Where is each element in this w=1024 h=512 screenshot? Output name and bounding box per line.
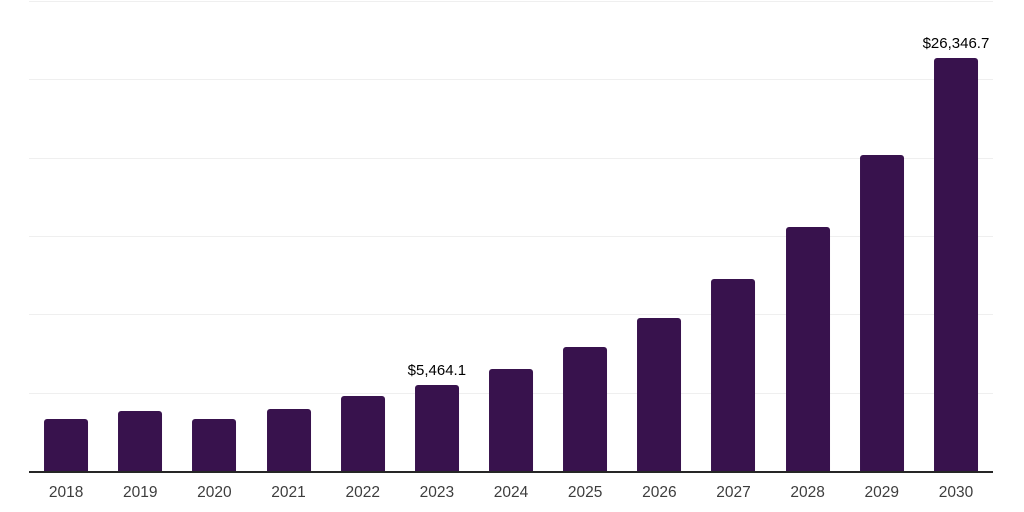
bar-band (474, 1, 548, 471)
gridline (29, 236, 993, 237)
gridline (29, 157, 993, 159)
bar (711, 279, 756, 471)
bar (785, 226, 830, 471)
x-tick-label: 2022 (345, 484, 380, 501)
gridline (29, 79, 993, 81)
bar-band (103, 1, 177, 471)
bar-value-label: $26,346.7 (922, 35, 990, 53)
bar (44, 419, 89, 471)
x-tick-label: 2027 (716, 484, 751, 501)
bar-band (251, 1, 325, 471)
bar-value-label: $5,464.1 (407, 362, 467, 380)
gridline (29, 1, 993, 2)
bar (859, 155, 904, 471)
x-tick-label: 2023 (419, 484, 455, 501)
bar (489, 369, 533, 471)
x-tick-label: 2029 (864, 484, 900, 501)
x-tick-label: 2024 (493, 484, 529, 501)
bar-band (548, 1, 622, 471)
bar-band (771, 1, 845, 471)
bar-band (177, 1, 251, 471)
bar-band: $26,346.7 (919, 1, 993, 471)
bar-band (326, 1, 400, 471)
bar-band (29, 1, 103, 471)
x-axis-tick-labels: 2018 2019 2020 2021 2022 2023 2024 2025 2026 2027… (29, 484, 993, 502)
x-tick-label: 2030 (938, 484, 974, 501)
x-tick-label: 2018 (48, 484, 84, 501)
bar-band (696, 1, 770, 471)
bar (563, 346, 608, 471)
x-tick-label: 2020 (197, 484, 232, 501)
bar (414, 385, 459, 471)
x-axis-line (29, 471, 993, 473)
bar (933, 58, 978, 471)
x-tick-label: 2021 (271, 484, 306, 501)
bar (192, 418, 237, 471)
bar-band (622, 1, 696, 471)
bar (118, 411, 163, 471)
bar-series: $5,464.1 $26,346.7 (29, 1, 993, 471)
bar (266, 408, 311, 471)
plot-area: $5,464.1 $26,346.7 (29, 1, 993, 473)
bar-band: $5,464.1 (400, 1, 474, 471)
x-tick-label: 2028 (790, 484, 825, 501)
bar-band (845, 1, 919, 471)
x-tick-label: 2026 (642, 484, 677, 501)
x-tick-label: 2025 (567, 484, 603, 501)
x-tick-label: 2019 (122, 484, 158, 501)
bar (637, 318, 682, 471)
bar (340, 395, 385, 471)
gridline (29, 314, 993, 316)
